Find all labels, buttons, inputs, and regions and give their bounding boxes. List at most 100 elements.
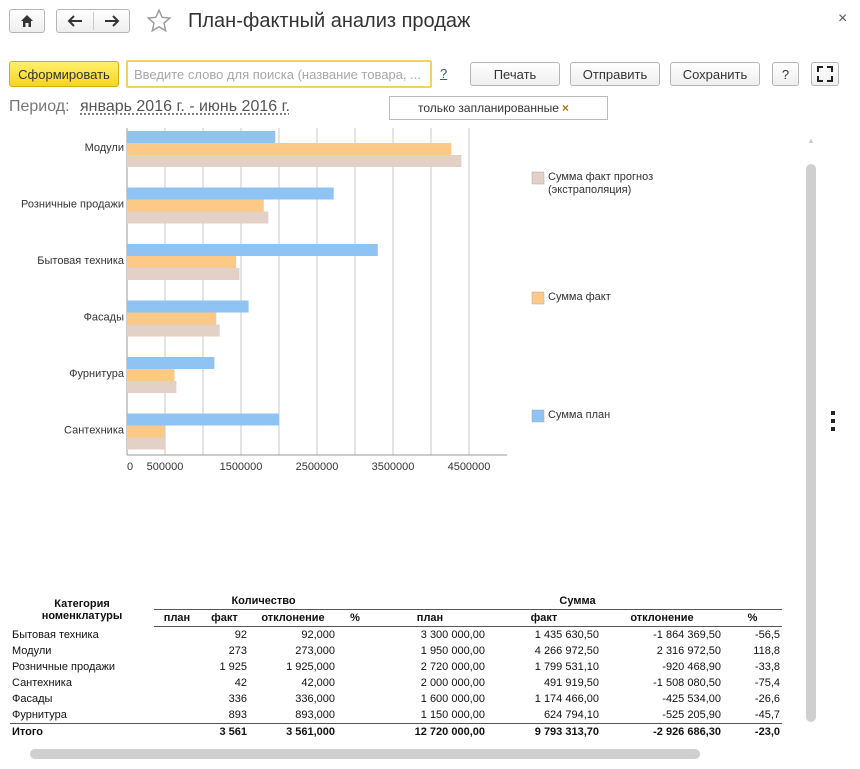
bar-1 xyxy=(127,199,264,212)
row-cell xyxy=(337,643,373,659)
row-cell xyxy=(337,707,373,724)
row-cell: 624 794,10 xyxy=(543,709,599,721)
total-cell: 3 561,000 xyxy=(249,723,337,740)
row-cell xyxy=(154,643,200,659)
home-button[interactable] xyxy=(9,9,45,33)
row-cell: 491 919,50 xyxy=(543,677,599,689)
row-cell: 1 950 000,00 xyxy=(420,645,485,657)
subheader-2: отклонение xyxy=(249,609,337,627)
period-link[interactable]: январь 2016 г. - июнь 2016 г. xyxy=(80,98,290,115)
print-button[interactable]: Печать xyxy=(470,62,560,86)
table-row[interactable]: Фурнитура 893 893,000 1 150 000,00 624 794,1… xyxy=(10,707,782,724)
row-cell: 893,000 xyxy=(295,709,335,721)
table-row[interactable]: Фасады 336 336,000 1 600 000,00 1 174 466,00… xyxy=(10,691,782,707)
send-button[interactable]: Отправить xyxy=(570,62,660,86)
bar-0 xyxy=(127,244,378,256)
row-cell xyxy=(337,627,373,644)
row-category: Фурнитура xyxy=(12,709,67,721)
row-cell: 2 000 000,00 xyxy=(420,677,485,689)
remove-filter-icon[interactable]: × xyxy=(561,101,569,115)
bar-1 xyxy=(127,143,452,155)
row-cell: 1 925 xyxy=(219,661,247,673)
help-button[interactable]: ? xyxy=(772,62,799,86)
row-cell: 1 600 000,00 xyxy=(420,693,485,705)
page-title: План-фактный анализ продаж xyxy=(188,10,471,32)
row-cell: 893 xyxy=(228,709,247,721)
table-row[interactable]: Бытовая техника 92 92,000 3 300 000,00 1 435… xyxy=(10,627,782,644)
legend-swatch xyxy=(531,291,545,305)
subheader-5: факт xyxy=(487,609,601,627)
subheader-1: факт xyxy=(200,609,249,627)
row-cell: 336,000 xyxy=(295,693,335,705)
bar-0 xyxy=(127,357,215,369)
row-cell: -920 468,90 xyxy=(662,661,721,673)
row-cell xyxy=(337,691,373,707)
category-label: Розничные продажи xyxy=(21,199,124,211)
scroll-up-icon[interactable]: ▲ xyxy=(807,136,815,145)
row-cell: 1 150 000,00 xyxy=(420,709,485,721)
x-tick-label: 1500000 xyxy=(220,461,263,473)
table-row[interactable]: Сантехника 42 42,000 2 000 000,00 491 919,50… xyxy=(10,675,782,691)
bar-2 xyxy=(127,324,220,337)
x-tick-label: 4500000 xyxy=(448,461,491,473)
x-tick-label: 0 xyxy=(127,461,133,473)
row-cell: 42,000 xyxy=(301,677,335,689)
back-button[interactable] xyxy=(56,9,93,33)
quantity-group-header: Количество xyxy=(154,593,373,610)
arrow-left-icon xyxy=(67,15,82,27)
subheader-4: план xyxy=(373,609,487,627)
row-cell xyxy=(154,691,200,707)
row-cell: 1 925,000 xyxy=(286,661,335,673)
save-button[interactable]: Сохранить xyxy=(670,62,760,86)
bar-chart: 0 500000 1500000 2500000 3500000 4500000 Модул… xyxy=(21,128,653,473)
legend-label: (экстраполяция) xyxy=(548,184,631,196)
row-cell: -33,8 xyxy=(754,661,780,673)
filter-tag-planned[interactable]: только запланированные × xyxy=(389,96,608,120)
row-cell xyxy=(337,675,373,691)
arrow-right-icon xyxy=(104,15,119,27)
total-cell: -23,0 xyxy=(723,723,782,740)
x-tick-label: 2500000 xyxy=(296,461,339,473)
bar-2 xyxy=(127,211,269,224)
row-cell xyxy=(154,659,200,675)
row-cell: 3 300 000,00 xyxy=(420,629,485,641)
category-label: Сантехника xyxy=(64,425,125,437)
fullscreen-icon xyxy=(817,66,833,82)
category-label: Модули xyxy=(85,142,124,154)
total-cell: 9 793 313,70 xyxy=(487,723,601,740)
search-input[interactable] xyxy=(126,60,432,88)
fullscreen-button[interactable] xyxy=(811,62,839,86)
subheader-0: план xyxy=(154,609,200,627)
horizontal-scrollbar[interactable] xyxy=(30,749,700,759)
row-cell xyxy=(154,675,200,691)
row-cell: 1 799 531,10 xyxy=(534,661,599,673)
legend-label: Сумма план xyxy=(548,409,610,421)
category-label: Фурнитура xyxy=(69,368,125,380)
bar-1 xyxy=(127,312,217,325)
row-cell: -56,5 xyxy=(754,629,780,641)
row-cell: -525 205,90 xyxy=(662,709,721,721)
bar-2 xyxy=(127,437,166,450)
total-label: Итого xyxy=(10,723,154,740)
forward-button[interactable] xyxy=(93,9,130,33)
row-cell: 2 316 972,50 xyxy=(656,645,721,657)
row-cell: -75,4 xyxy=(754,677,780,689)
favorite-button[interactable] xyxy=(146,8,172,39)
row-cell: 2 720 000,00 xyxy=(420,661,485,673)
nav-divider xyxy=(93,12,94,30)
total-cell: 12 720 000,00 xyxy=(373,723,487,740)
close-icon[interactable]: × xyxy=(838,10,848,27)
row-cell: 1 174 466,00 xyxy=(534,693,599,705)
total-cell: 3 561 xyxy=(200,723,249,740)
table-row[interactable]: Розничные продажи 1 925 1 925,000 2 720 000… xyxy=(10,659,782,675)
vertical-scrollbar[interactable] xyxy=(806,164,816,722)
subheader-3: % xyxy=(337,609,373,627)
bar-2 xyxy=(127,381,177,393)
category-label: Фасады xyxy=(84,312,125,324)
search-help-link[interactable]: ? xyxy=(440,66,448,81)
generate-button[interactable]: Сформировать xyxy=(9,61,119,87)
bar-2 xyxy=(127,155,462,167)
row-cell: 4 266 972,50 xyxy=(534,645,599,657)
table-row[interactable]: Модули 273 273,000 1 950 000,00 4 266 972,50… xyxy=(10,643,782,659)
kebab-icon[interactable] xyxy=(831,411,835,435)
